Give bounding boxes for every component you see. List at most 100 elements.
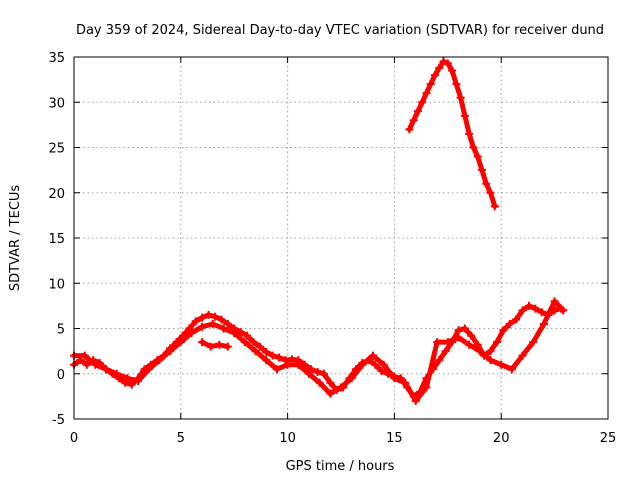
data-point: [507, 365, 516, 374]
data-point: [512, 315, 521, 324]
data-point: [198, 338, 207, 347]
data-point: [460, 111, 469, 120]
data-point: [377, 367, 386, 376]
data-point: [230, 329, 239, 338]
data-point: [102, 365, 111, 374]
y-tick-label: -5: [52, 413, 65, 428]
data-point: [497, 360, 506, 369]
y-tick-label: 5: [57, 323, 65, 338]
y-tick-label: 20: [48, 187, 65, 202]
data-point: [441, 347, 450, 356]
data-point: [249, 338, 258, 347]
data-point: [223, 319, 232, 328]
data-point: [80, 351, 89, 360]
y-tick-label: 30: [48, 96, 65, 111]
series-secondary-trace: [70, 297, 568, 405]
y-tick-label: 10: [48, 277, 65, 292]
series-upper-excursion: [405, 57, 499, 211]
data-point: [251, 347, 260, 356]
data-point: [371, 360, 380, 369]
data-point: [439, 57, 448, 66]
data-point: [454, 333, 463, 342]
data-point: [198, 313, 207, 322]
x-tick-label: 5: [177, 431, 185, 446]
data-point: [262, 356, 271, 365]
data-point: [490, 202, 499, 211]
data-point: [319, 369, 328, 378]
data-point: [411, 396, 420, 405]
data-point: [473, 152, 482, 161]
data-point: [219, 324, 228, 333]
data-point: [272, 365, 281, 374]
data-point: [155, 356, 164, 365]
data-point: [401, 378, 410, 387]
data-point: [379, 360, 388, 369]
series-layer: [70, 57, 568, 405]
data-point: [206, 342, 215, 351]
data-point: [454, 326, 463, 335]
data-point: [448, 66, 457, 75]
data-point: [191, 317, 200, 326]
data-point: [369, 351, 378, 360]
x-tick-label: 25: [600, 431, 617, 446]
data-point: [465, 340, 474, 349]
data-point: [467, 331, 476, 340]
data-point: [475, 347, 484, 356]
data-point: [326, 389, 335, 398]
data-point: [304, 369, 313, 378]
data-point: [443, 338, 452, 347]
y-tick-label: 35: [48, 51, 65, 66]
data-point: [176, 338, 185, 347]
data-point: [243, 331, 252, 340]
data-point: [531, 304, 540, 313]
data-point: [255, 342, 264, 351]
data-point: [185, 324, 194, 333]
series-line: [199, 339, 231, 350]
data-point: [208, 319, 217, 328]
data-point: [452, 80, 461, 89]
data-point: [537, 308, 546, 317]
data-point: [524, 301, 533, 310]
data-point: [187, 329, 196, 338]
data-point: [486, 356, 495, 365]
x-axis-label: GPS time / hours: [286, 459, 395, 474]
data-point: [307, 365, 316, 374]
data-point: [482, 179, 491, 188]
data-point: [313, 367, 322, 376]
data-point: [240, 338, 249, 347]
data-point: [283, 360, 292, 369]
data-point: [123, 374, 132, 383]
data-point: [550, 297, 559, 306]
data-point: [529, 338, 538, 347]
chart-title: Day 359 of 2024, Sidereal Day-to-day VTE…: [76, 23, 604, 38]
data-point: [198, 322, 207, 331]
data-point: [268, 351, 277, 360]
data-point: [337, 383, 345, 392]
data-point: [223, 342, 232, 351]
data-point: [112, 369, 121, 378]
data-point: [443, 59, 452, 68]
data-point: [210, 312, 219, 321]
data-point: [413, 107, 422, 116]
y-tick-label: 25: [48, 142, 65, 157]
data-point: [460, 324, 469, 333]
data-point: [121, 378, 130, 387]
data-point: [405, 125, 414, 134]
data-point: [499, 326, 508, 335]
data-point: [347, 374, 356, 383]
data-point: [486, 347, 495, 356]
data-point: [409, 116, 418, 125]
data-point: [518, 306, 527, 315]
data-point: [430, 71, 439, 80]
data-point: [418, 98, 427, 107]
data-point: [204, 310, 213, 319]
data-point: [426, 80, 435, 89]
data-point: [559, 306, 568, 315]
x-tick-label: 0: [70, 431, 78, 446]
data-point: [422, 89, 431, 98]
data-point: [166, 347, 175, 356]
y-axis-label: SDTVAR / TECUs: [8, 185, 23, 292]
data-point: [435, 356, 444, 365]
